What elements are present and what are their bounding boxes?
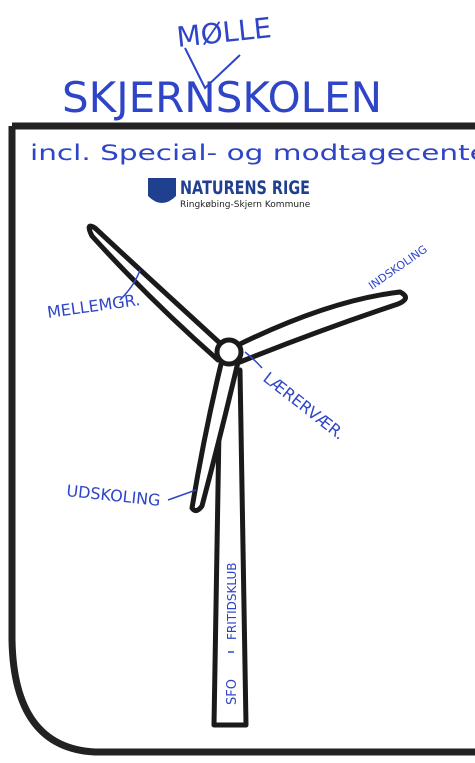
logo-emblem	[148, 178, 176, 203]
blade-label: MELLEMGR.	[46, 290, 141, 322]
subtitle: incl. Special- og modtagecenter	[30, 141, 475, 165]
logo-municipality: Ringkøbing-Skjern Kommune	[180, 200, 311, 210]
drawing: MØLLE SKJERNSKOLEN incl. Special- og mod…	[0, 0, 475, 763]
insert-word: MØLLE	[175, 11, 273, 54]
blade	[89, 226, 222, 360]
tower-label: FRITIDSKLUB	[225, 563, 239, 640]
tower-label: SFO	[225, 679, 240, 705]
title: SKJERNSKOLEN	[62, 73, 382, 122]
logo-name: NATURENS RIGE	[180, 177, 310, 199]
hub	[217, 340, 241, 364]
blade-label: UDSKOLING	[66, 481, 162, 510]
blade-label: INDSKOLING	[366, 243, 429, 293]
hub-label: LÆRERVÆR.	[260, 368, 349, 443]
blade	[238, 292, 406, 362]
